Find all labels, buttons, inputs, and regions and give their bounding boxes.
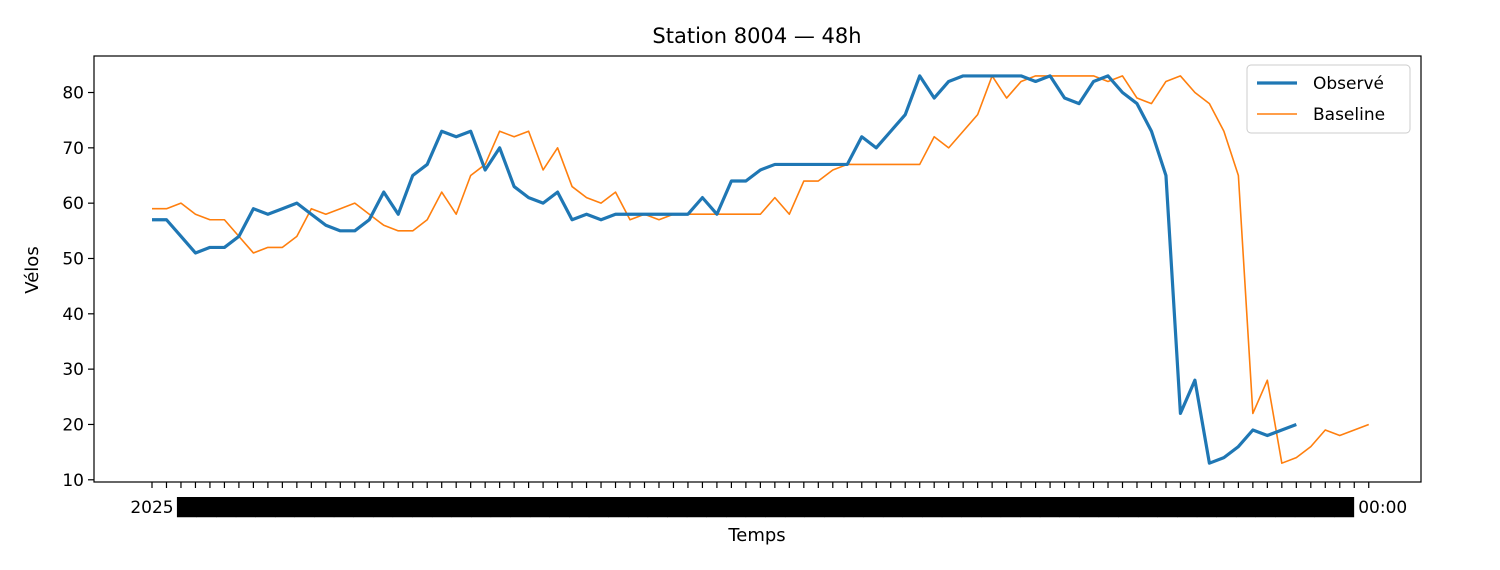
y-tick-label: 30 — [62, 360, 84, 380]
y-tick-label: 10 — [62, 471, 84, 491]
plot-frame — [93, 55, 1422, 483]
legend-label-1: Baseline — [1313, 105, 1385, 125]
series-line-1 — [152, 75, 1370, 464]
y-tick-label: 20 — [62, 415, 84, 435]
y-tick-label: 70 — [62, 139, 84, 159]
y-axis-label: Vélos — [22, 246, 43, 293]
x-tick-labels-overlap: ████████████████████████████████████████… — [175, 497, 1355, 518]
series-group — [152, 74, 1370, 465]
y-tick-label: 80 — [62, 84, 84, 104]
chart-title: Station 8004 — 48h — [652, 24, 861, 48]
legend-label-0: Observé — [1313, 74, 1384, 94]
series-line-0 — [152, 74, 1297, 465]
y-tick-label: 60 — [62, 194, 84, 214]
x-tick-label-first: 2025 — [130, 498, 173, 518]
x-tick-group: 2025 00:00███████████████████████████████… — [130, 482, 1407, 518]
legend: Observé Baseline — [1246, 64, 1411, 134]
x-axis-label: Temps — [727, 525, 785, 546]
y-tick-label: 50 — [62, 249, 84, 269]
y-tick-label: 40 — [62, 305, 84, 325]
y-tick-group: 10 20 30 40 50 60 70 80 — [62, 84, 94, 491]
x-tick-label-last: 00:00 — [1358, 498, 1407, 518]
